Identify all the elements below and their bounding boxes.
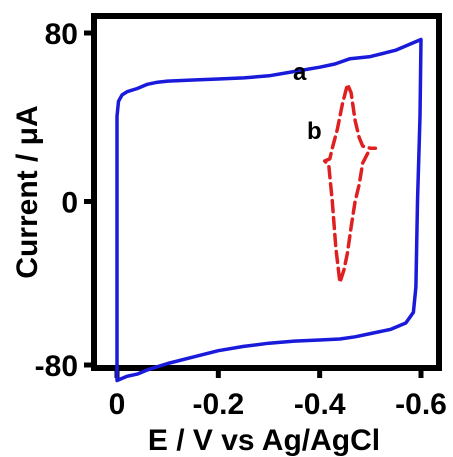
- plot-frame: [91, 13, 442, 371]
- x-tick-label: -0.6: [395, 388, 447, 421]
- series-a-line: [115, 37, 423, 383]
- x-tick-label: -0.2: [192, 388, 244, 421]
- y-axis-ticks: 80 0 -80: [35, 18, 94, 383]
- x-tick-label: -0.4: [294, 388, 346, 421]
- x-tick-label: 0: [109, 388, 126, 421]
- x-axis-ticks: 0 -0.2 -0.4 -0.6: [109, 368, 447, 421]
- y-tick-label: 0: [61, 187, 78, 220]
- plot-area: 0 -0.2 -0.4 -0.6 80 0 -80: [35, 13, 447, 421]
- x-axis-title: E / V vs Ag/AgCl: [148, 424, 380, 457]
- series-b-label: b: [307, 118, 322, 145]
- series-a-label: a: [293, 59, 307, 86]
- series-b-line: [322, 82, 378, 285]
- y-tick-label: 80: [45, 18, 78, 51]
- series-layer: [115, 37, 423, 383]
- y-axis-title: Current / μA: [11, 105, 44, 278]
- y-tick-label: -80: [35, 350, 78, 383]
